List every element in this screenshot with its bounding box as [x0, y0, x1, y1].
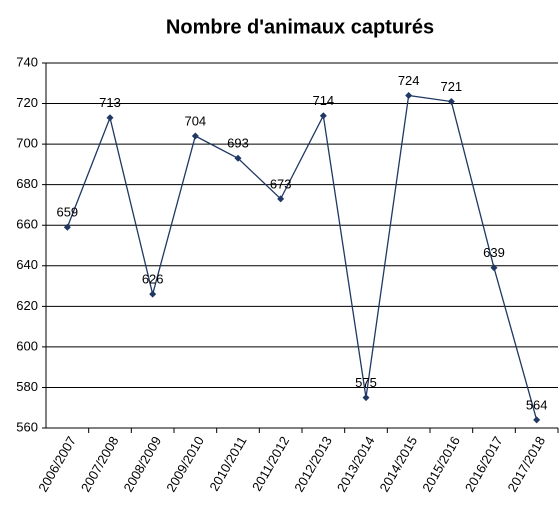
data-label: 564 [526, 397, 548, 412]
data-label: 713 [99, 95, 121, 110]
x-tick-label: 2010/2011 [206, 434, 249, 494]
data-label: 714 [312, 93, 334, 108]
point-marker [533, 416, 541, 424]
y-tick-label: 560 [16, 419, 38, 434]
x-tick-label: 2009/2010 [163, 434, 207, 495]
x-tick-label: 2013/2014 [334, 434, 378, 495]
x-tick-label: 2007/2008 [78, 434, 122, 495]
data-label: 575 [355, 375, 377, 390]
series-line [66, 94, 538, 421]
x-tick-label: 2006/2007 [35, 434, 79, 495]
data-label: 704 [184, 113, 206, 128]
point-marker [234, 154, 242, 162]
point-marker [191, 132, 199, 140]
point-marker [106, 114, 114, 122]
x-tick-label: 2012/2013 [291, 434, 335, 495]
data-label: 639 [483, 245, 505, 260]
point-marker [447, 98, 455, 106]
x-tick-label: 2008/2009 [121, 434, 165, 495]
x-tick-label: 2015/2016 [419, 434, 463, 495]
y-tick-label: 720 [16, 95, 38, 110]
y-tick-label: 600 [16, 338, 38, 353]
y-tick-label: 640 [16, 257, 38, 272]
data-label: 693 [227, 136, 249, 151]
x-tick-label: 2016/2017 [462, 434, 506, 495]
point-marker [405, 91, 413, 99]
point-marker [277, 195, 285, 203]
chart-title: Nombre d'animaux capturés [166, 16, 434, 38]
point-marker [319, 112, 327, 120]
y-tick-label: 740 [16, 54, 38, 69]
data-label: 724 [398, 73, 420, 88]
point-marker [362, 394, 370, 402]
y-tick-label: 620 [16, 298, 38, 313]
data-label: 721 [440, 79, 462, 94]
data-label: 673 [270, 176, 292, 191]
data-label: 659 [56, 205, 78, 220]
y-tick-label: 680 [16, 176, 38, 191]
x-tick-label: 2014/2015 [377, 434, 421, 495]
x-tick-label: 2011/2012 [249, 434, 292, 494]
y-tick-label: 700 [16, 136, 38, 151]
data-label: 626 [142, 272, 164, 287]
y-tick-label: 660 [16, 217, 38, 232]
x-tick-label: 2017/2018 [505, 434, 549, 495]
y-tick-label: 580 [16, 379, 38, 394]
point-marker [149, 290, 157, 298]
point-marker [490, 264, 498, 272]
point-marker [63, 223, 71, 231]
